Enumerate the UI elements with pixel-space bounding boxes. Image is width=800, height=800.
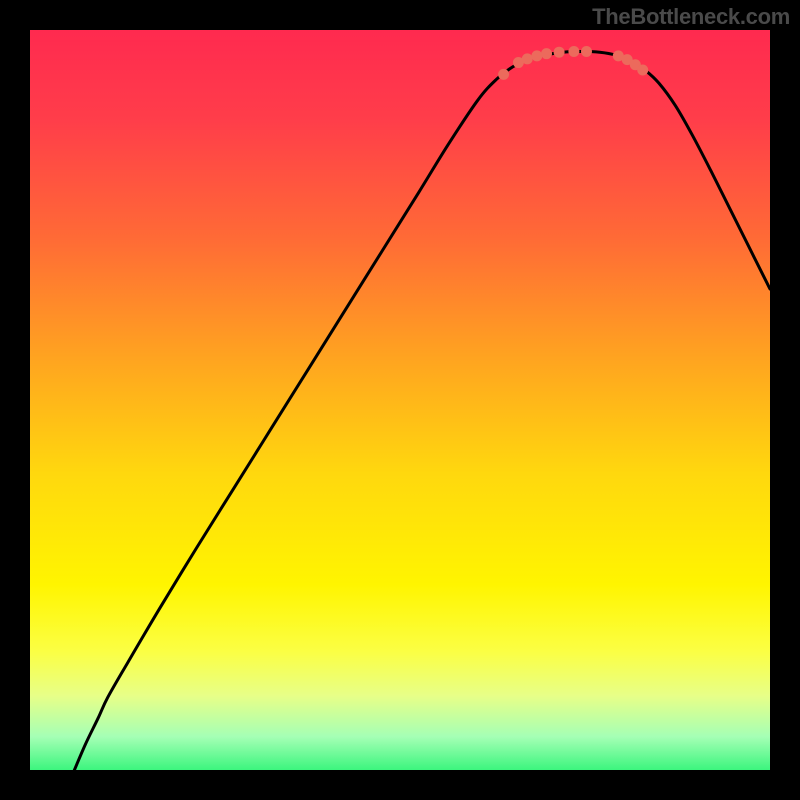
curve-marker bbox=[581, 46, 592, 57]
curve-marker bbox=[554, 47, 565, 58]
curve-marker bbox=[498, 69, 509, 80]
curve-marker bbox=[531, 50, 542, 61]
curve-marker bbox=[522, 53, 533, 64]
chart-container: TheBottleneck.com bbox=[0, 0, 800, 800]
chart-svg bbox=[30, 30, 770, 770]
curve-marker bbox=[568, 46, 579, 57]
watermark-text: TheBottleneck.com bbox=[592, 4, 790, 30]
gradient-background bbox=[30, 30, 770, 770]
curve-marker bbox=[541, 48, 552, 59]
plot-area bbox=[30, 30, 770, 770]
curve-marker bbox=[637, 64, 648, 75]
